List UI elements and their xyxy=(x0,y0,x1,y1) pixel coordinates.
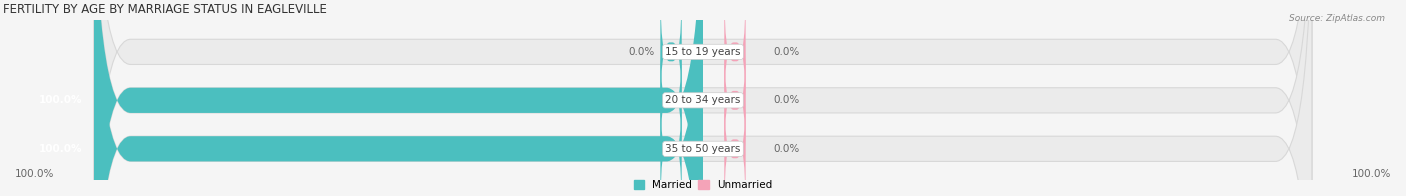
FancyBboxPatch shape xyxy=(94,0,1312,196)
FancyBboxPatch shape xyxy=(94,0,703,196)
Text: 100.0%: 100.0% xyxy=(38,95,82,105)
Text: 100.0%: 100.0% xyxy=(15,169,55,179)
Text: 35 to 50 years: 35 to 50 years xyxy=(665,144,741,154)
FancyBboxPatch shape xyxy=(724,85,745,196)
Text: 100.0%: 100.0% xyxy=(38,144,82,154)
FancyBboxPatch shape xyxy=(724,37,745,164)
Text: 0.0%: 0.0% xyxy=(773,144,799,154)
FancyBboxPatch shape xyxy=(94,0,1312,196)
FancyBboxPatch shape xyxy=(661,85,682,196)
Legend: Married, Unmarried: Married, Unmarried xyxy=(630,176,776,194)
FancyBboxPatch shape xyxy=(661,37,682,164)
Text: 0.0%: 0.0% xyxy=(628,47,654,57)
Text: Source: ZipAtlas.com: Source: ZipAtlas.com xyxy=(1289,14,1385,23)
Text: 20 to 34 years: 20 to 34 years xyxy=(665,95,741,105)
Text: 0.0%: 0.0% xyxy=(773,95,799,105)
FancyBboxPatch shape xyxy=(724,0,745,115)
FancyBboxPatch shape xyxy=(94,0,703,196)
FancyBboxPatch shape xyxy=(661,0,682,115)
Text: 0.0%: 0.0% xyxy=(773,47,799,57)
Text: FERTILITY BY AGE BY MARRIAGE STATUS IN EAGLEVILLE: FERTILITY BY AGE BY MARRIAGE STATUS IN E… xyxy=(3,3,326,15)
FancyBboxPatch shape xyxy=(94,0,1312,196)
Text: 100.0%: 100.0% xyxy=(1351,169,1391,179)
Text: 15 to 19 years: 15 to 19 years xyxy=(665,47,741,57)
